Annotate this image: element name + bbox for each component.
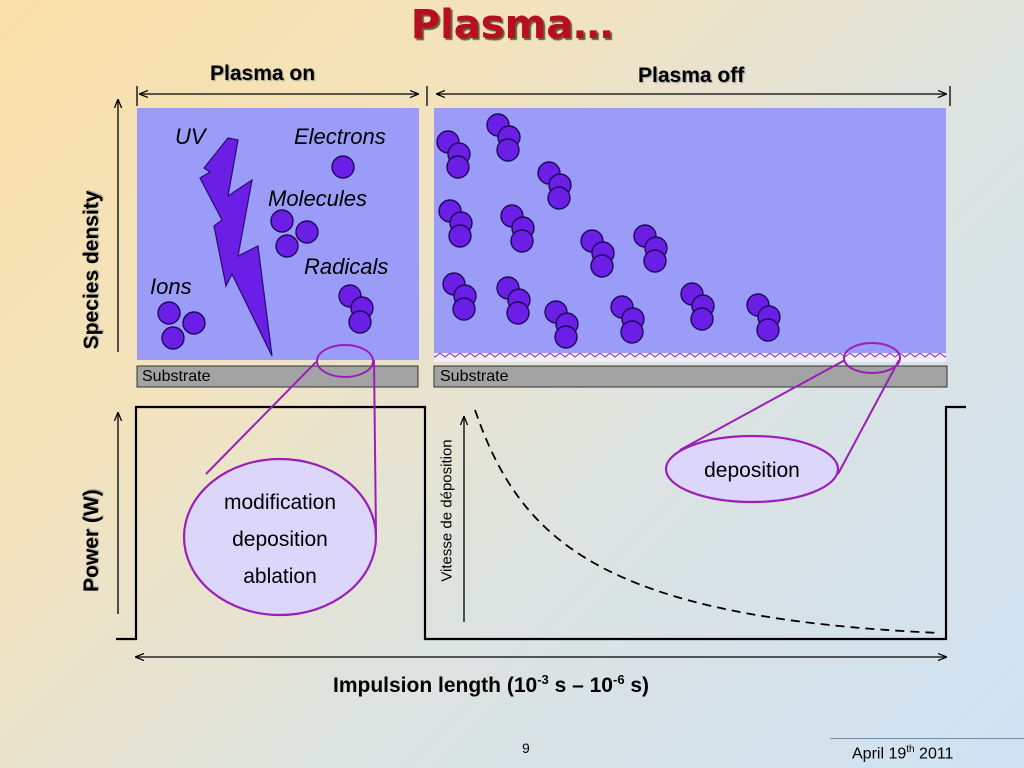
deposited-radical-atom — [506, 301, 530, 325]
effect-modification: modification — [223, 491, 337, 514]
molecule-atom — [295, 220, 319, 244]
date-prefix: April 19 — [852, 745, 907, 763]
uv-lightning-icon — [199, 137, 273, 357]
deposited-radical-atom — [690, 307, 714, 331]
radical-atom — [348, 310, 372, 334]
ion-atom — [182, 311, 206, 335]
electron-particle — [331, 155, 355, 179]
uv-label: UV — [175, 124, 206, 149]
impulsion-length-label: Impulsion length (10-3 s – 10-6 s) — [333, 672, 649, 698]
on-effects-text: modification deposition ablation — [190, 484, 370, 595]
page-number: 9 — [522, 740, 530, 756]
molecule-atom — [275, 234, 299, 258]
ions-label: Ions — [150, 274, 192, 299]
deposited-radical-atom — [496, 138, 520, 162]
electrons-label: Electrons — [294, 124, 386, 149]
deposited-radical-atom — [756, 318, 780, 342]
impulsion-mid: s – 10 — [548, 674, 613, 697]
deposited-radical-atom — [448, 224, 472, 248]
on-effects-ellipse — [182, 457, 378, 617]
footer-rule — [830, 738, 1024, 739]
deposited-radical-atom — [590, 254, 614, 278]
deposited-radical-atom — [620, 320, 644, 344]
impulsion-exp1: -3 — [537, 672, 549, 687]
substrate-off-label: Substrate — [440, 368, 509, 385]
impulsion-prefix: Impulsion length (10 — [333, 674, 538, 697]
deposited-radical-atom — [554, 325, 578, 349]
impulsion-exp2: -6 — [612, 672, 625, 687]
callout-line-off-right — [837, 359, 900, 475]
callout-focus-off — [843, 342, 901, 374]
deposited-radical-atom — [510, 229, 534, 253]
callout-line-on-left — [205, 361, 317, 475]
power-pulse-wave — [116, 405, 966, 641]
deposited-radical-atom — [643, 249, 667, 273]
deposition-decay-curve — [474, 409, 941, 634]
deposited-radical-atom — [547, 186, 571, 210]
substrate-on — [136, 365, 419, 388]
deposited-radical-atom — [452, 297, 476, 321]
molecule-atom — [270, 209, 294, 233]
substrate-off — [433, 365, 948, 388]
date-suffix: 2011 — [914, 745, 954, 763]
off-deposition-text: deposition — [704, 459, 800, 482]
callout-line-on-right — [373, 359, 377, 537]
substrate-on-label: Substrate — [142, 368, 211, 385]
species-density-label: Species density — [80, 190, 103, 350]
deposited-radical-atom — [446, 155, 470, 179]
impulsion-suffix: s) — [624, 674, 650, 697]
off-deposition-ellipse — [664, 434, 840, 504]
deposition-layer-pattern — [434, 353, 946, 362]
slide-title: Plasma… — [410, 2, 614, 48]
ion-atom — [161, 326, 185, 350]
callout-focus-on — [316, 344, 374, 378]
effect-deposition: deposition — [232, 528, 328, 551]
plasma-off-label: Plasma off — [638, 64, 745, 87]
power-label: Power (W) — [80, 489, 103, 592]
plasma-on-label: Plasma on — [210, 62, 316, 85]
particles-group — [157, 113, 781, 350]
ion-atom — [157, 301, 181, 325]
date-sup: th — [906, 744, 915, 755]
radicals-label: Radicals — [304, 254, 389, 279]
footer-date: April 19th 2011 — [852, 744, 953, 763]
vitesse-label: Vitesse de déposition — [438, 439, 456, 582]
callout-line-off-left — [679, 359, 846, 451]
effect-ablation: ablation — [243, 565, 317, 588]
molecules-label: Molecules — [268, 186, 368, 211]
